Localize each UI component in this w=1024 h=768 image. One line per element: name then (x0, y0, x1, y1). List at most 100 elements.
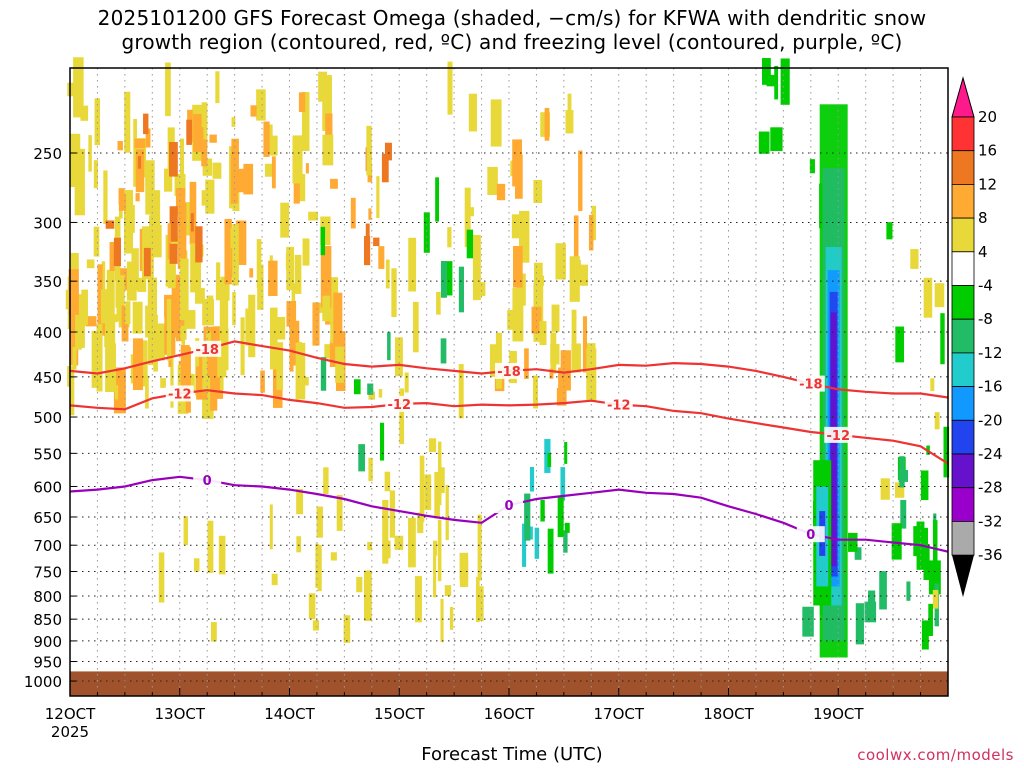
omega-shade-cell (368, 391, 376, 400)
omega-shade-cell (464, 187, 471, 248)
colorbar: 20 16 12 8 4 -4 -8 -12 -16 -20 -24 -28 -32 -36 (951, 76, 1003, 598)
omega-shade-cell (117, 140, 123, 151)
omega-shade-cell (381, 153, 389, 183)
omega-shade-cell (445, 485, 449, 541)
omega-shade-cell (185, 347, 191, 413)
omega-shade-cell (174, 173, 186, 197)
omega-shade-cell (440, 260, 447, 298)
omega-shade-cell (382, 499, 389, 564)
omega-shade-cell (780, 58, 790, 105)
contour-label-bg (796, 526, 825, 543)
omega-shade-cell (408, 517, 416, 568)
omega-shade-cell (387, 332, 391, 361)
omega-shade-cell (458, 266, 464, 313)
omega-shade-cell (458, 364, 464, 419)
omega-shade-cell (376, 176, 380, 219)
y-tick-label: 950 (33, 654, 62, 672)
omega-shade-cell (529, 466, 535, 492)
omega-shade-cell (363, 570, 372, 621)
omega-shade-cell (447, 261, 453, 296)
omega-shade-cell (271, 573, 278, 586)
omega-shade-cell (524, 348, 529, 379)
omega-shade-cell (101, 261, 106, 316)
omega-shade-cell (320, 245, 332, 308)
omega-shade-cell (271, 156, 276, 189)
omega-shade-cell (235, 220, 247, 265)
omega-shade-cell (105, 343, 116, 392)
x-tick-label: 18OCT (703, 705, 754, 723)
omega-shade-cell (68, 269, 79, 315)
omega-shade-cell (921, 620, 929, 650)
omega-shade-cell (232, 224, 239, 286)
omega-shade-cell (160, 378, 166, 388)
omega-shade-cell (175, 274, 181, 339)
colorbar-tick-label: -4 (978, 277, 993, 295)
omega-shade-cell (286, 300, 297, 327)
chart-title-line-2: growth region (contoured, red, ºC) and f… (121, 30, 903, 54)
omega-shade-cell (232, 291, 236, 326)
omega-shade-cell (404, 372, 409, 393)
omega-shade-cell (70, 252, 79, 270)
omega-shade-cell (855, 603, 864, 645)
omega-shade-cell (289, 350, 294, 372)
omega-shade-cell (322, 295, 331, 322)
x-tick-label: 15OCT (374, 705, 425, 723)
contour-label-bg (193, 340, 222, 357)
x-tick-label: 13OCT (154, 705, 205, 723)
contour-label-bg (165, 385, 194, 402)
omega-shade-cell (854, 547, 862, 560)
contour-label: -12 (168, 387, 192, 402)
omega-shade-cell (538, 275, 545, 286)
omega-shade-cell (435, 177, 440, 222)
omega-shade-cell (490, 99, 502, 147)
omega-shade-cell (573, 215, 579, 263)
omega-shade-cell (267, 135, 278, 156)
omega-shade-cell (373, 237, 380, 247)
colorbar-tick-label: 4 (978, 243, 988, 261)
omega-shade-cell (210, 352, 218, 411)
omega-shade-cell (588, 214, 594, 251)
omega-shade-cell (591, 205, 596, 241)
omega-shade-cell (166, 299, 172, 361)
omega-shade-cell (434, 472, 440, 519)
colorbar-tick-label: -20 (978, 411, 1003, 429)
omega-shade-cell (487, 166, 498, 195)
omega-shade-cell (215, 280, 225, 301)
omega-shade-cell (336, 494, 343, 531)
omega-shade-cell (73, 57, 84, 118)
omega-shade-cell (330, 306, 334, 344)
omega-shade-cell (230, 154, 238, 204)
omega-shade-cell (320, 226, 326, 256)
omega-shade-cell (125, 301, 131, 325)
omega-shade-cell (928, 603, 933, 637)
omega-shade-cell (895, 326, 905, 363)
omega-shade-cell (529, 526, 533, 540)
omega-shade-cell (86, 259, 95, 269)
omega-shade-cell (118, 188, 125, 205)
omega-shade-cell (143, 247, 151, 277)
omega-shade-cell (320, 216, 331, 246)
y-tick-label: 850 (33, 611, 62, 629)
omega-shade-cell (522, 523, 527, 567)
omega-shade-cell (318, 71, 327, 102)
omega-shade-cell (302, 238, 310, 266)
colorbar-segment (951, 487, 975, 522)
omega-shade-cell (124, 91, 131, 153)
omega-shade-cell (898, 470, 909, 482)
omega-shade-cell (312, 620, 320, 631)
omega-shade-cell (135, 193, 140, 202)
omega-shade-cell (169, 206, 178, 242)
omega-shade-cell (550, 344, 560, 365)
omega-shade-cell (440, 598, 444, 643)
omega-shade-cell (894, 482, 905, 498)
omega-shade-cell (305, 163, 309, 174)
x-axis: 12OCT 13OCT 14OCT 15OCT 16OCT 17OCT 18OCT 19OCT… (45, 688, 922, 741)
contour-layer: -18 -18 -18 -12 -12 -12 -12 0 0 0 (69, 340, 949, 553)
omega-shade-cell (414, 576, 422, 623)
omega-shade-cell (943, 426, 950, 478)
contour-label: -18 (195, 343, 219, 358)
omega-shade-cell (81, 289, 88, 326)
omega-shade-cell (196, 350, 208, 400)
omega-shade-cell (256, 239, 262, 288)
